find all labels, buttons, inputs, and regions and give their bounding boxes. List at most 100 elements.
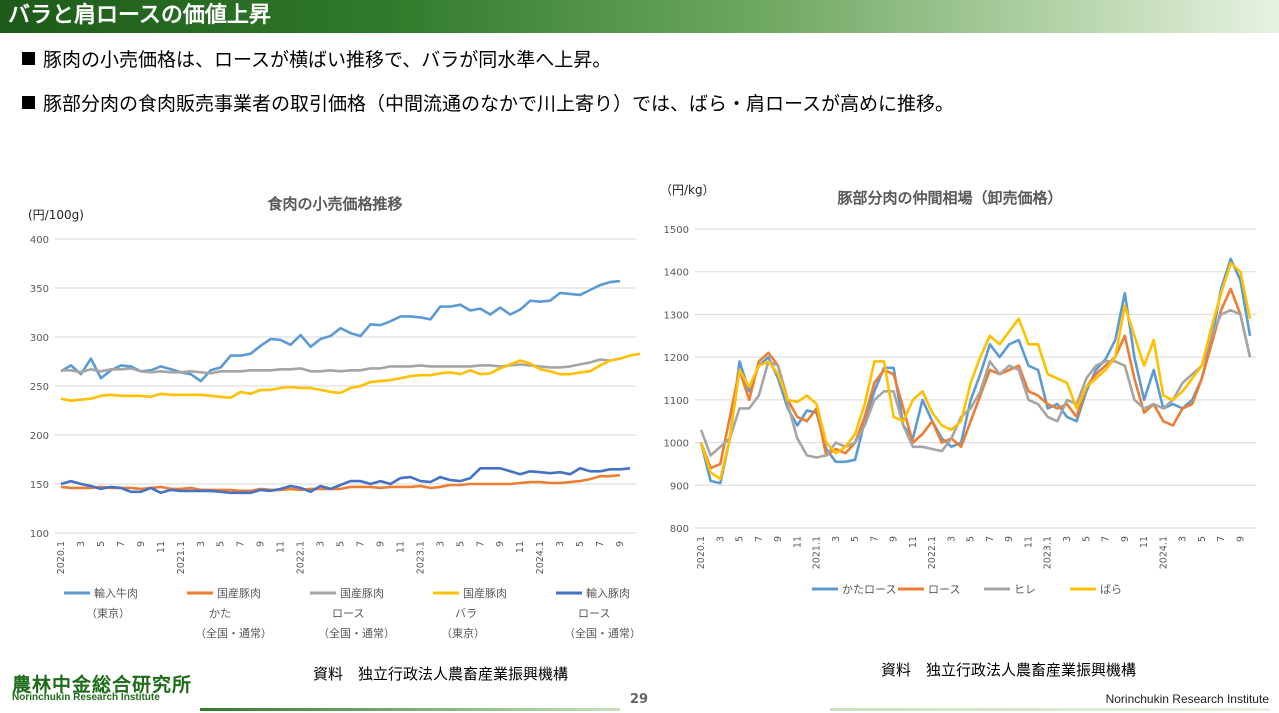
legend-sublabel: （全国・通常） bbox=[564, 626, 641, 640]
x-tick-label: 9 bbox=[375, 541, 386, 547]
legend-sublabel: バラ bbox=[455, 607, 477, 620]
legend-label: ロース bbox=[928, 583, 960, 596]
x-tick-label: 7 bbox=[595, 541, 606, 547]
legend-sublabel: （東京） bbox=[86, 606, 130, 620]
chart-title: 食肉の小売価格推移 bbox=[267, 195, 402, 213]
x-tick-label: 9 bbox=[495, 541, 506, 547]
x-tick-label: 2022.1 bbox=[927, 536, 938, 569]
legend-label: ヒレ bbox=[1014, 583, 1036, 596]
page-title: バラと肩ロースの価値上昇 bbox=[8, 3, 271, 28]
x-tick-label: 11 bbox=[276, 541, 287, 553]
x-tick-label: 7 bbox=[1216, 536, 1227, 542]
x-tick-label: 7 bbox=[985, 536, 996, 542]
series-line bbox=[60, 279, 621, 383]
series-line bbox=[60, 352, 641, 403]
y-tick-label: 300 bbox=[30, 333, 49, 344]
y-tick-label: 1400 bbox=[664, 268, 689, 279]
x-tick-label: 11 bbox=[395, 541, 406, 553]
x-tick-label: 7 bbox=[355, 541, 366, 547]
x-tick-label: 3 bbox=[196, 541, 207, 547]
x-tick-label: 2021.1 bbox=[812, 536, 823, 569]
x-tick-label: 9 bbox=[773, 536, 784, 542]
x-tick-label: 7 bbox=[236, 541, 247, 547]
x-tick-label: 3 bbox=[1178, 536, 1189, 542]
x-tick-label: 9 bbox=[889, 536, 900, 542]
x-tick-label: 2022.1 bbox=[296, 541, 307, 574]
x-tick-label: 9 bbox=[1004, 536, 1015, 542]
x-tick-label: 3 bbox=[831, 536, 842, 542]
x-tick-label: 11 bbox=[1023, 536, 1034, 548]
x-tick-label: 5 bbox=[966, 536, 977, 542]
legend-label: ばら bbox=[1100, 583, 1122, 596]
legend-label: 輸入豚肉 bbox=[586, 586, 630, 600]
x-tick-label: 7 bbox=[869, 536, 880, 542]
y-tick-label: 350 bbox=[30, 284, 49, 295]
x-tick-label: 5 bbox=[575, 541, 586, 547]
legend-sublabel: （全国・通常） bbox=[195, 626, 272, 640]
bullet-square-icon bbox=[22, 52, 35, 65]
series-line bbox=[60, 473, 621, 493]
y-tick-label: 150 bbox=[30, 480, 49, 491]
legend-sublabel: （全国・通常） bbox=[318, 626, 395, 640]
legend-label: 輸入牛肉 bbox=[94, 586, 138, 600]
source-left: 資料 独立行政法人農畜産業振興機構 bbox=[313, 665, 569, 683]
x-tick-label: 3 bbox=[76, 541, 87, 547]
y-tick-label: 200 bbox=[30, 431, 49, 442]
y-tick-label: 1200 bbox=[664, 353, 689, 364]
legend-label: 国産豚肉 bbox=[217, 587, 261, 600]
y-tick-label: 1000 bbox=[664, 439, 689, 450]
y-tick-label: 800 bbox=[670, 524, 689, 535]
x-tick-label: 9 bbox=[615, 541, 626, 547]
footer-divider bbox=[200, 708, 620, 711]
y-axis-label: (円/100g) bbox=[28, 208, 84, 222]
x-tick-label: 9 bbox=[256, 541, 267, 547]
x-tick-label: 9 bbox=[1120, 536, 1131, 542]
y-axis-label: （円/kg） bbox=[660, 183, 715, 197]
bullet-2: 豚部分肉の食肉販売事業者の取引価格（中間流通のなかで川上寄り）では、ばら・肩ロー… bbox=[22, 91, 954, 117]
x-tick-label: 3 bbox=[1062, 536, 1073, 542]
x-tick-label: 2023.1 bbox=[1043, 536, 1054, 569]
x-tick-label: 2024.1 bbox=[1158, 536, 1169, 569]
series-line bbox=[699, 308, 1252, 459]
x-tick-label: 5 bbox=[1081, 536, 1092, 542]
x-tick-label: 3 bbox=[946, 536, 957, 542]
page-number: 29 bbox=[630, 692, 649, 707]
x-tick-label: 5 bbox=[96, 541, 107, 547]
x-tick-label: 11 bbox=[156, 541, 167, 553]
title-bar: バラと肩ロースの価値上昇 bbox=[0, 0, 1279, 33]
bullet-text: 豚肉の小売価格は、ロースが横ばい推移で、バラが同水準へ上昇。 bbox=[43, 49, 612, 71]
y-tick-label: 1300 bbox=[664, 310, 689, 321]
x-tick-label: 11 bbox=[515, 541, 526, 553]
chart-title: 豚部分肉の仲間相場（卸売価格） bbox=[837, 189, 1062, 207]
x-tick-label: 11 bbox=[792, 536, 803, 548]
x-tick-label: 3 bbox=[316, 541, 327, 547]
x-tick-label: 2024.1 bbox=[535, 541, 546, 574]
legend-sublabel: ロース bbox=[578, 607, 610, 620]
legend-sublabel: かた bbox=[209, 607, 231, 620]
x-tick-label: 2020.1 bbox=[56, 541, 67, 574]
x-tick-label: 3 bbox=[555, 541, 566, 547]
legend-label: 国産豚肉 bbox=[463, 587, 507, 600]
legend-sublabel: ロース bbox=[332, 607, 364, 620]
bullet-square-icon bbox=[22, 96, 35, 109]
y-tick-label: 900 bbox=[670, 481, 689, 492]
x-tick-label: 2020.1 bbox=[696, 536, 707, 569]
footer-divider bbox=[830, 708, 1270, 711]
x-tick-label: 9 bbox=[1235, 536, 1246, 542]
series-line bbox=[699, 287, 1252, 470]
x-tick-label: 11 bbox=[908, 536, 919, 548]
x-tick-label: 7 bbox=[1101, 536, 1112, 542]
y-tick-label: 250 bbox=[30, 382, 49, 393]
x-tick-label: 5 bbox=[336, 541, 347, 547]
legend-label: かたロース bbox=[842, 583, 896, 596]
legend-sublabel: （東京） bbox=[441, 626, 485, 640]
bullet-1: 豚肉の小売価格は、ロースが横ばい推移で、バラが同水準へ上昇。 bbox=[22, 47, 611, 73]
x-tick-label: 3 bbox=[435, 541, 446, 547]
x-tick-label: 5 bbox=[735, 536, 746, 542]
x-tick-label: 2023.1 bbox=[415, 541, 426, 574]
y-tick-label: 100 bbox=[30, 529, 49, 540]
y-tick-label: 1100 bbox=[664, 396, 689, 407]
x-tick-label: 2021.1 bbox=[176, 541, 187, 574]
